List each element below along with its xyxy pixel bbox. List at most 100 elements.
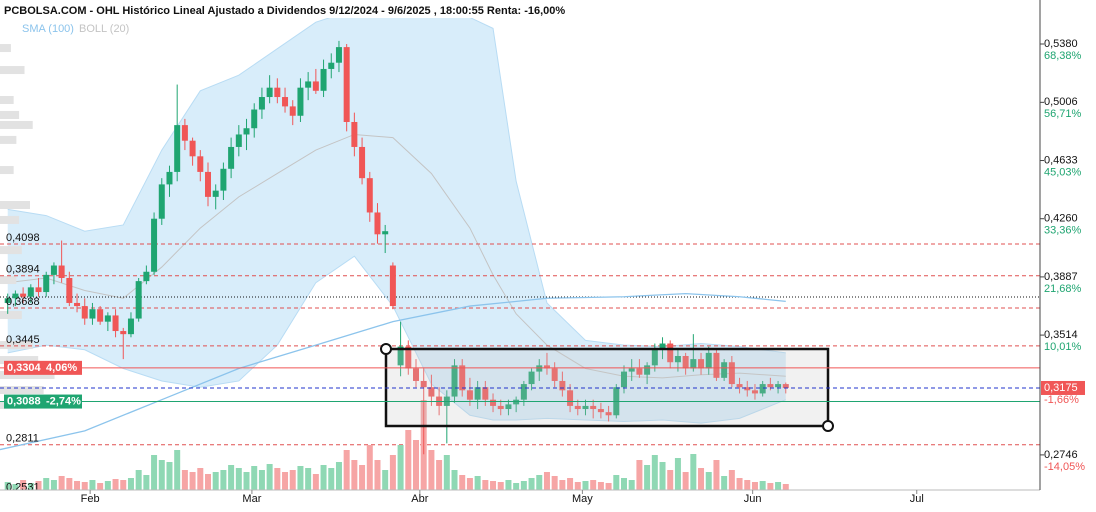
volume-bar — [736, 478, 743, 490]
volume-bar — [490, 481, 497, 490]
candle-body — [235, 134, 242, 147]
candle-body — [667, 343, 674, 363]
candle-body — [482, 387, 489, 400]
candle-body — [428, 387, 435, 397]
volume-bar — [374, 460, 381, 490]
volume-profile-bar — [0, 66, 25, 75]
candle-body — [104, 315, 111, 322]
volume-bar — [551, 476, 558, 490]
volume-bar — [644, 465, 651, 490]
candle-body — [490, 399, 497, 406]
volume-bar — [782, 484, 789, 490]
volume-bar — [189, 472, 196, 490]
x-tick-label: May — [572, 493, 593, 505]
legend-sma: SMA (100) — [22, 23, 74, 35]
volume-bar — [366, 445, 373, 490]
candle-body — [366, 178, 373, 213]
candle-body — [58, 265, 65, 278]
volume-bar — [4, 482, 11, 490]
candle-body — [536, 365, 543, 372]
candle-body — [597, 409, 604, 413]
candle-body — [567, 390, 574, 406]
volume-bar — [451, 470, 458, 490]
x-axis-strip — [0, 490, 1096, 512]
candle-body — [151, 218, 158, 272]
volume-bar — [135, 470, 142, 490]
volume-bar — [27, 483, 34, 490]
candle-body — [644, 365, 651, 375]
level-label: 0,4098 — [6, 232, 40, 244]
candle-body — [12, 293, 19, 299]
box-handle — [822, 420, 834, 432]
candle-body — [158, 184, 165, 219]
volume-bar — [266, 464, 273, 490]
volume-bar — [50, 480, 57, 490]
volume-bar — [343, 450, 350, 490]
title-bg — [0, 0, 575, 18]
volume-profile-bar — [0, 95, 14, 104]
volume-bar — [474, 476, 481, 490]
volume-profile-bar — [0, 135, 17, 144]
volume-bar — [690, 454, 697, 490]
volume-bar — [181, 470, 188, 490]
range-box — [384, 347, 830, 428]
y-tick-label: 0,4260 — [1044, 213, 1078, 225]
volume-bar — [574, 482, 581, 490]
volume-bar — [382, 470, 389, 490]
volume-bar — [767, 483, 774, 490]
volume-bar — [597, 482, 604, 490]
candle-body — [582, 405, 589, 410]
candle-body — [782, 384, 789, 388]
candle-body — [528, 371, 535, 385]
candle-body — [243, 128, 250, 135]
candle-body — [359, 146, 366, 179]
marker-label: 0,3304 — [7, 362, 42, 374]
candle-body — [50, 265, 57, 275]
volume-bar — [636, 460, 643, 490]
volume-bar — [89, 480, 96, 490]
y-tick-change: 10,01% — [1044, 341, 1082, 353]
marker-box — [4, 360, 82, 375]
y-tick-change: 33,36% — [1044, 225, 1082, 237]
candle-body — [220, 168, 227, 191]
volume-bar — [66, 478, 73, 490]
volume-bar — [235, 468, 242, 490]
volume-bar — [12, 484, 19, 490]
candle-body — [35, 287, 42, 293]
bollinger-band — [7, 1, 786, 424]
volume-bar — [775, 482, 782, 490]
candle-body — [27, 287, 34, 297]
candle-body — [659, 343, 666, 350]
sma-line — [0, 292, 786, 451]
volume-bar — [174, 450, 181, 490]
candle-body — [497, 405, 504, 410]
candle-body — [205, 171, 211, 197]
x-tick-label: Mar — [242, 493, 261, 505]
volume-bar — [243, 472, 250, 490]
volume-bar — [721, 476, 728, 490]
level-label: 0,3894 — [6, 264, 40, 276]
volume-bar — [528, 478, 535, 490]
candle-body — [89, 309, 96, 319]
candle-body — [312, 81, 319, 91]
marker-change: 4,06% — [46, 362, 77, 374]
y-tick-label: 0,2746 — [1044, 449, 1078, 461]
volume-profile-bar — [0, 110, 20, 119]
legend-boll: BOLL (20) — [79, 23, 129, 35]
volume-bar — [682, 472, 689, 490]
volume-profile-bar — [0, 246, 22, 255]
volume-bar — [744, 480, 751, 490]
last-change: -1,66% — [1044, 394, 1079, 406]
volume-bar — [590, 480, 597, 490]
candle-body — [651, 349, 658, 366]
candle-body — [574, 405, 581, 410]
volume-bar — [328, 468, 335, 490]
volume-bar — [428, 450, 435, 490]
candle-body — [343, 47, 350, 122]
candle-body — [174, 125, 181, 172]
volume-bar — [466, 478, 473, 490]
volume-bar — [436, 460, 443, 490]
candle-body — [520, 384, 527, 400]
candle-body — [543, 365, 550, 369]
